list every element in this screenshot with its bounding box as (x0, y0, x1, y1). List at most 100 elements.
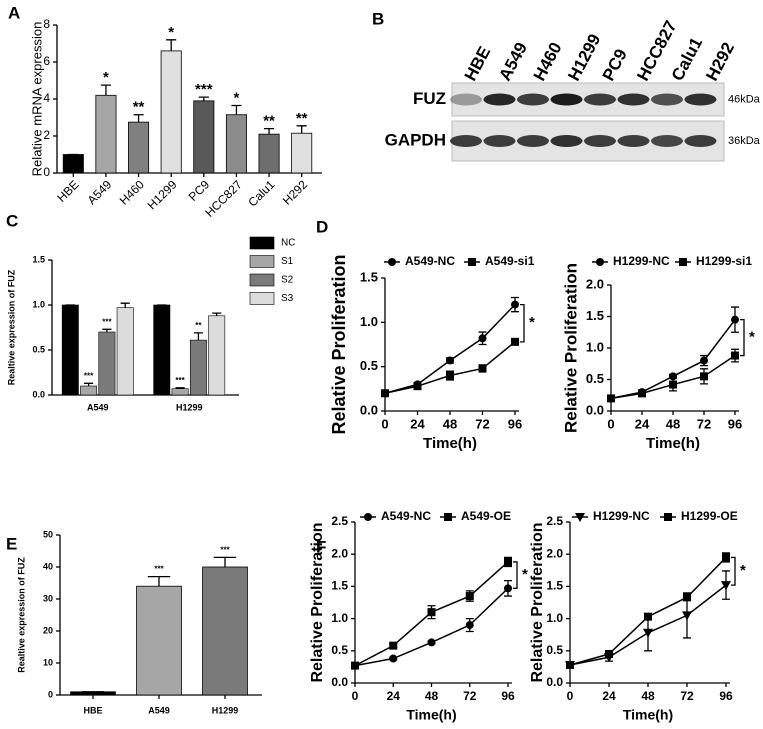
y-tick-label: 1.5 (586, 308, 604, 323)
x-tick-label: 24 (387, 689, 401, 703)
significance: * (103, 69, 109, 86)
marker (465, 592, 474, 601)
marker (478, 334, 487, 343)
bar (202, 566, 248, 696)
legend-marker (444, 513, 452, 521)
y-tick-label: 1.0 (546, 611, 563, 625)
blot-band (651, 93, 683, 106)
lane-label: A549 (495, 39, 531, 84)
marker (683, 593, 691, 602)
x-tick-label: A549 (85, 177, 115, 207)
bar (61, 304, 79, 396)
blot-band (584, 135, 616, 147)
marker (427, 608, 436, 617)
bar (258, 133, 280, 174)
significance: *** (175, 376, 185, 385)
marker (731, 351, 739, 360)
error-bar (296, 125, 307, 134)
bar (80, 385, 98, 396)
lane-label: Calu1 (668, 34, 707, 84)
x-tick-label: 0 (381, 416, 388, 431)
x-tick-label: H1299 (176, 402, 203, 412)
error-bar (147, 575, 171, 587)
marker (351, 661, 359, 670)
panel-label: A (8, 3, 20, 22)
legend-label: S1 (281, 256, 294, 267)
x-tick-label: 48 (443, 416, 457, 431)
x-tick-label: 72 (680, 689, 694, 703)
marker (446, 371, 454, 380)
y-tick-label: 0.0 (360, 402, 378, 417)
blot-row-label: FUZ (413, 89, 446, 108)
marker (504, 584, 512, 593)
x-tick-label: 72 (475, 416, 489, 431)
x-tick-label: 48 (641, 689, 655, 703)
blot-row-label: GAPDH (385, 130, 446, 149)
x-tick-label: 96 (501, 689, 515, 703)
y-tick-label: 1.5 (331, 579, 348, 593)
annotation: * (522, 566, 528, 583)
x-tick-label: H292 (280, 177, 310, 207)
marker (607, 394, 615, 403)
y-tick-label: 8 (43, 17, 50, 31)
lane-label: H292 (702, 39, 738, 84)
blot-band (584, 93, 616, 106)
y-axis-label: Relative Proliferation (309, 522, 326, 682)
blot-band (517, 135, 549, 147)
x-tick-label: A549 (148, 705, 170, 715)
legend-label: A549-si1 (485, 254, 535, 268)
y-tick-label: 20 (43, 625, 53, 635)
y-tick-label: 0.5 (331, 643, 348, 657)
y-tick-label: 40 (43, 561, 53, 571)
blot-band (450, 135, 482, 147)
marker (381, 389, 389, 398)
bar (208, 315, 226, 396)
bar (128, 121, 150, 174)
y-tick-label: 1.5 (360, 269, 378, 284)
annotation: * (529, 314, 535, 331)
x-tick-label: H1299 (145, 177, 180, 212)
bar (116, 307, 134, 396)
y-tick-label: 0 (43, 165, 50, 179)
significance: *** (220, 546, 230, 555)
legend-label: A549-NC (405, 254, 455, 268)
blot-band (483, 135, 516, 147)
marker (682, 611, 692, 621)
x-axis-label: Time(h) (646, 435, 700, 452)
y-tick-label: 0.0 (586, 402, 604, 417)
y-tick-label: 0.5 (32, 344, 45, 354)
series-line (384, 341, 516, 394)
bar (153, 304, 171, 396)
y-tick-label: 0 (48, 689, 53, 699)
y-axis-label: Realtive expression of FUZ (16, 557, 26, 673)
significance: *** (195, 81, 213, 98)
y-tick-label: 4 (43, 91, 50, 105)
x-tick-label: HBE (54, 177, 81, 204)
lane-label: HBE (461, 43, 495, 84)
marker (644, 612, 652, 621)
error-bar (84, 382, 94, 386)
significance: ** (263, 113, 275, 130)
x-tick-label: 72 (463, 689, 477, 703)
marker (511, 337, 519, 346)
y-axis-label: Realtive expression of FUZ (6, 269, 16, 385)
legend-swatch (249, 255, 275, 268)
marker (605, 650, 613, 659)
marker (389, 654, 398, 663)
legend-marker (468, 258, 476, 266)
y-tick-label: 0.0 (331, 675, 348, 689)
marker (638, 389, 646, 398)
error-bar (264, 127, 275, 135)
y-tick-label: 2.5 (331, 514, 348, 528)
marker (669, 380, 677, 389)
marker (511, 300, 519, 309)
blot-band (684, 93, 717, 106)
x-axis-label: Time(h) (423, 435, 477, 452)
bar (193, 100, 215, 174)
marker (504, 557, 512, 566)
bracket (520, 303, 525, 343)
marker (700, 372, 708, 381)
y-tick-label: 0.0 (32, 389, 45, 399)
y-tick-label: 2 (43, 128, 50, 142)
error-bar (133, 114, 144, 123)
